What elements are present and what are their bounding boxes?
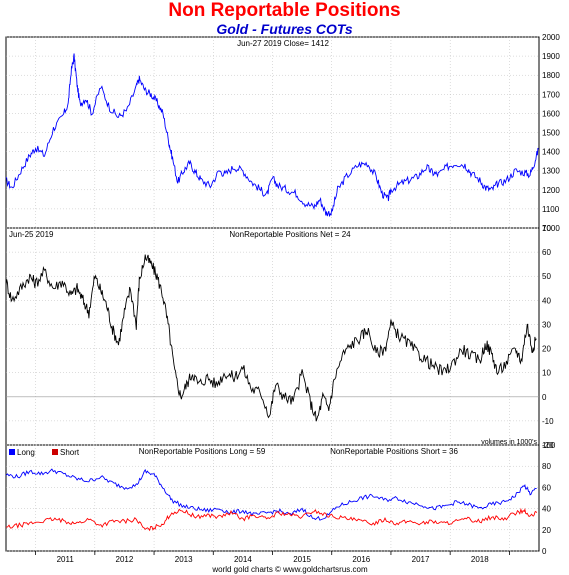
price-y-tick-label: 1400 [542,148,560,157]
chart-title: Non Reportable Positions [168,0,401,21]
long-short-series-line-long [5,468,537,521]
net-y-tick-label: 50 [542,272,551,281]
long-annotation: NonReportable Positions Long = 59 [139,447,266,456]
legend-short-swatch [52,449,58,455]
net-y-tick-label: 70 [542,224,551,233]
net-y-tick-label: 10 [542,369,551,378]
price-y-tick-label: 2000 [542,33,560,42]
x-tick-label: 2018 [471,555,489,564]
long-short-y-tick-label: 80 [542,462,551,471]
long-short-y-tick-label: 100 [542,441,556,450]
x-tick-label: 2012 [116,555,134,564]
long-short-series-line-short [5,507,537,532]
net-y-tick-label: -10 [542,417,554,426]
short-annotation: NonReportable Positions Short = 36 [330,447,458,456]
price-y-tick-label: 1100 [542,205,560,214]
long-short-y-tick-label: 0 [542,547,547,556]
net-series-line [5,254,537,422]
legend-short-label: Short [60,448,80,457]
price-y-tick-label: 1800 [542,71,560,80]
x-tick-label: 2013 [175,555,193,564]
net-date-annotation: Jun-25 2019 [9,230,54,239]
x-tick-label: 2017 [412,555,430,564]
net-y-tick-label: 0 [542,393,547,402]
units-annotation: volumes in 1000's [481,439,537,446]
price-series-line [5,53,539,217]
long-short-y-tick-label: 40 [542,505,551,514]
net-annotation: NonReportable Positions Net = 24 [229,230,351,239]
price-y-tick-label: 1600 [542,109,560,118]
price-annotation: Jun-27 2019 Close= 1412 [237,39,329,48]
net-y-tick-label: -20 [542,441,554,450]
long-short-y-tick-label: 20 [542,526,551,535]
price-y-tick-label: 1200 [542,186,560,195]
net-y-tick-label: 60 [542,248,551,257]
x-tick-label: 2015 [293,555,311,564]
price-y-tick-label: 1000 [542,224,560,233]
x-tick-label: 2011 [57,555,75,564]
x-tick-label: 2014 [234,555,252,564]
legend-long-swatch [9,449,15,455]
legend-long-label: Long [17,448,35,457]
price-y-tick-label: 1300 [542,167,560,176]
long-short-y-tick-label: 60 [542,483,551,492]
price-y-tick-label: 1500 [542,129,560,138]
price-y-tick-label: 1900 [542,52,560,61]
footer-credit: world gold charts © www.goldchartsrus.co… [211,565,368,574]
net-y-tick-label: 40 [542,296,551,305]
x-tick-label: 2016 [352,555,370,564]
net-y-tick-label: 20 [542,345,551,354]
net-y-tick-label: 30 [542,320,551,329]
price-y-tick-label: 1700 [542,90,560,99]
chart-subtitle: Gold - Futures COTs [216,21,353,37]
